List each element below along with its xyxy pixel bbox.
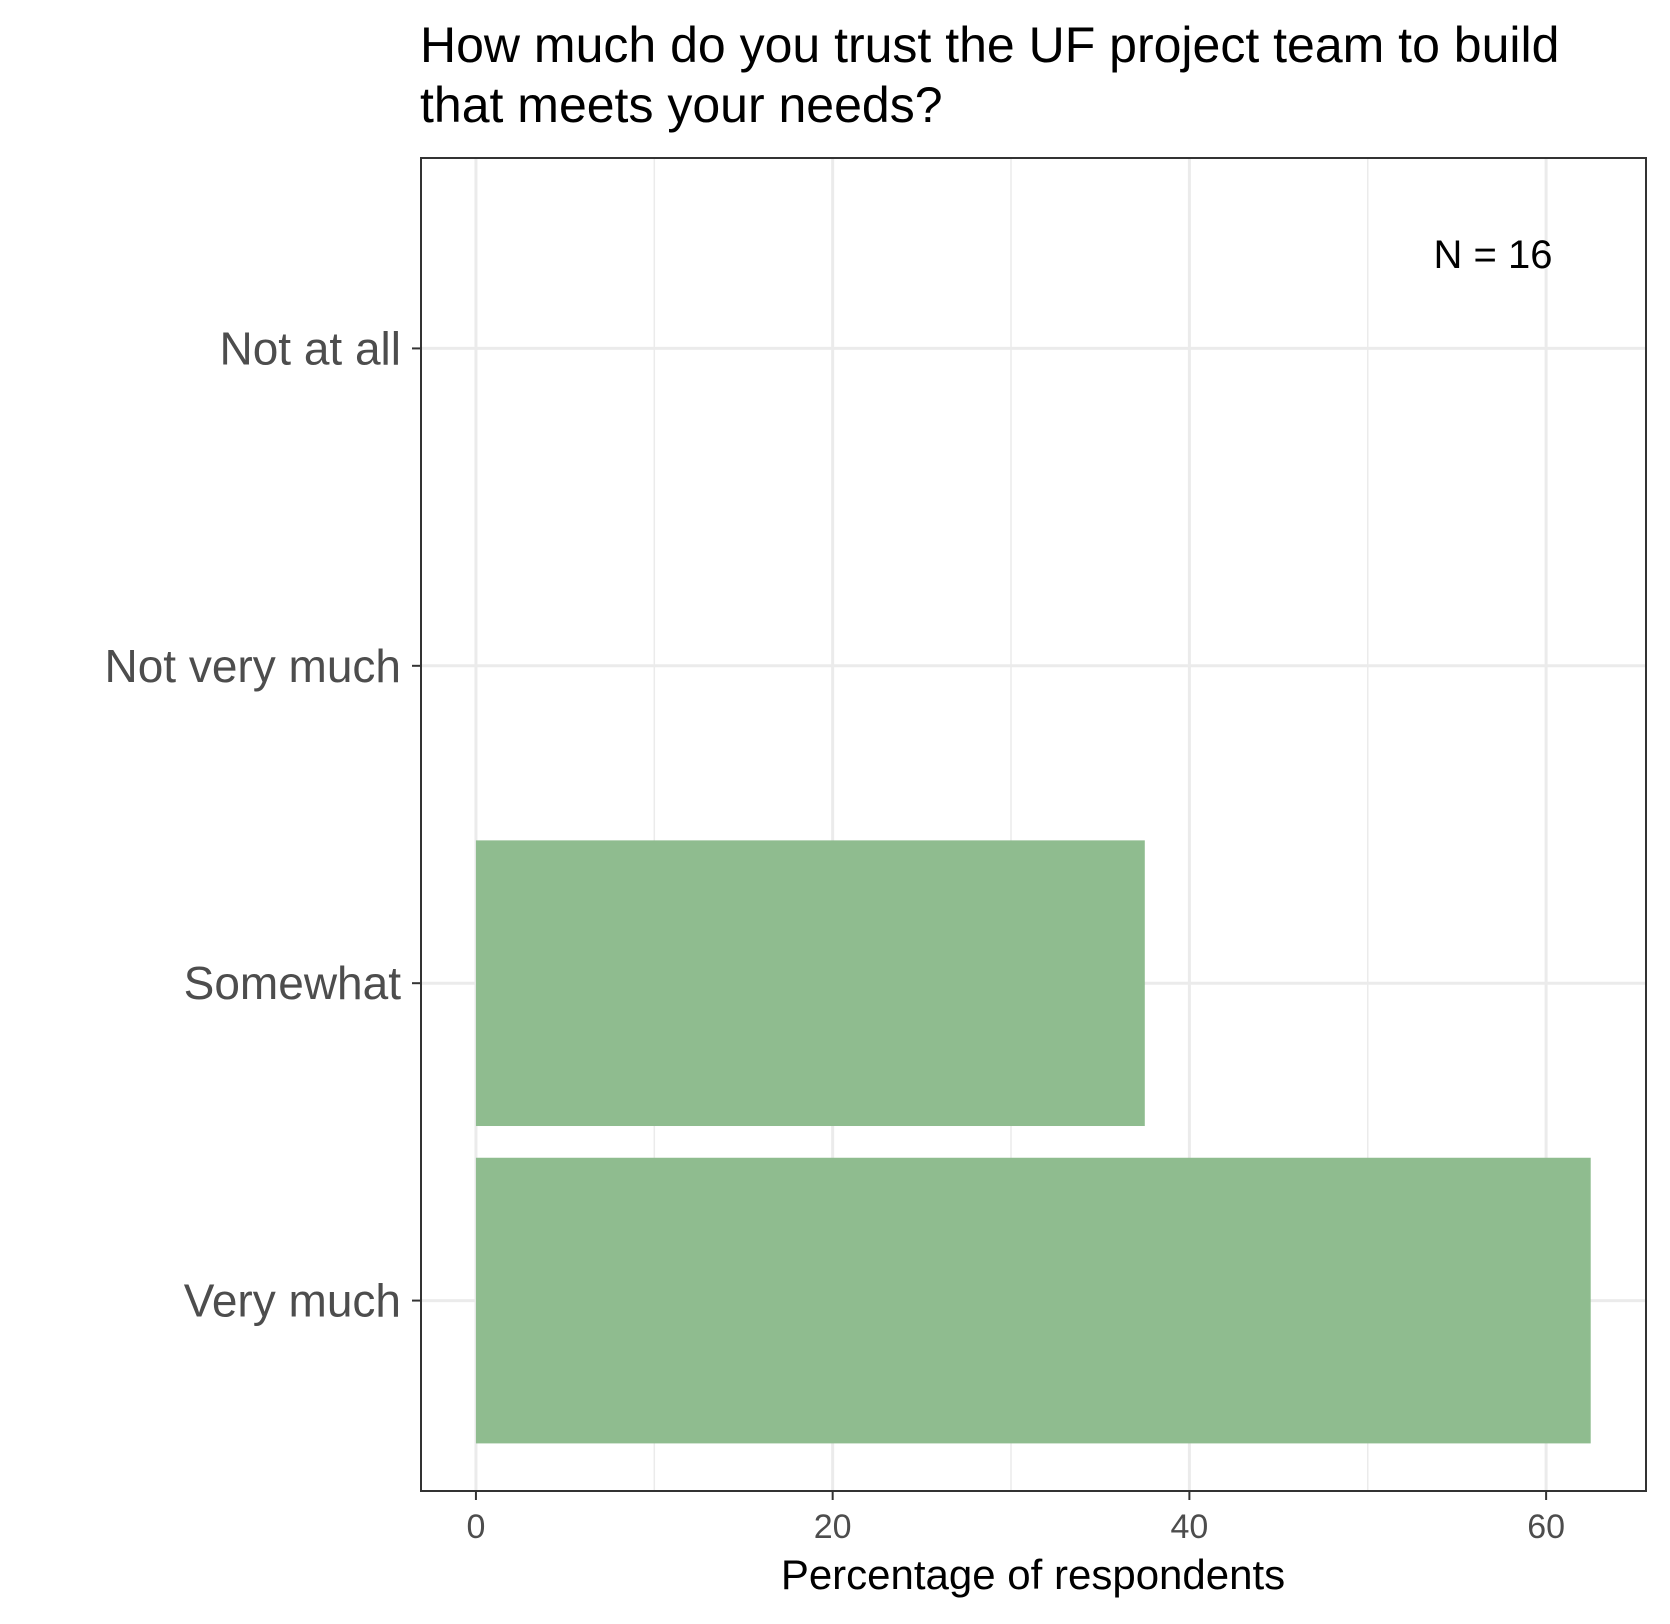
x-tick-label: 20 [814, 1508, 852, 1546]
x-tick-label: 60 [1527, 1508, 1565, 1546]
y-category-label: Not very much [104, 640, 401, 692]
y-axis: Not at all Not very much Somewhat Very much [104, 322, 421, 1327]
x-tick-label: 40 [1170, 1508, 1208, 1546]
plot-panel-border [420, 157, 1647, 1492]
x-axis-title: Percentage of respondents [781, 1551, 1285, 1598]
x-axis: 0 20 40 60 [466, 1491, 1565, 1546]
y-category-label: Very much [184, 1275, 401, 1327]
y-category-label: Somewhat [184, 957, 402, 1009]
bar [475, 840, 1145, 1127]
sample-size-annotation: N = 16 [1434, 233, 1553, 277]
bar [475, 1157, 1591, 1444]
y-category-label: Not at all [219, 322, 401, 374]
chart-title-line-1: How much do you trust the UF project tea… [420, 17, 1559, 73]
chart-title-line-2: that meets your needs? [420, 77, 943, 133]
x-tick-label: 0 [466, 1508, 485, 1546]
bars [475, 840, 1591, 1444]
